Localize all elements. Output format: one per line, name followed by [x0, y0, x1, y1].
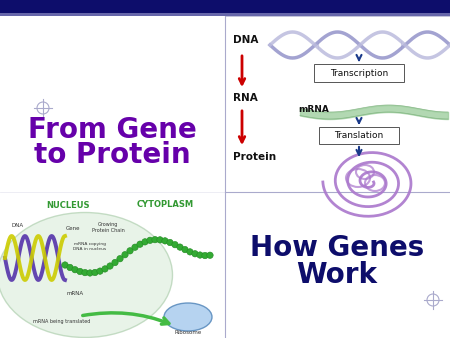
- Circle shape: [127, 248, 133, 254]
- Circle shape: [187, 249, 193, 255]
- Ellipse shape: [164, 303, 212, 331]
- Text: How Genes: How Genes: [250, 234, 424, 262]
- Text: mRNA: mRNA: [67, 291, 84, 296]
- Text: From Gene: From Gene: [27, 116, 196, 144]
- Circle shape: [157, 237, 163, 243]
- Circle shape: [97, 268, 103, 274]
- Text: CYTOPLASM: CYTOPLASM: [136, 200, 194, 209]
- Circle shape: [162, 238, 168, 244]
- Circle shape: [142, 239, 148, 245]
- Circle shape: [122, 251, 128, 258]
- Circle shape: [62, 262, 68, 268]
- Text: Protein: Protein: [233, 152, 276, 162]
- Circle shape: [107, 263, 113, 269]
- Text: Transcription: Transcription: [330, 69, 388, 77]
- FancyBboxPatch shape: [314, 64, 404, 82]
- Text: Translation: Translation: [334, 131, 383, 141]
- Text: RNA: RNA: [233, 93, 258, 103]
- Circle shape: [202, 252, 208, 259]
- FancyBboxPatch shape: [319, 127, 399, 144]
- Circle shape: [117, 256, 123, 262]
- Circle shape: [147, 237, 153, 243]
- Circle shape: [197, 252, 203, 258]
- Text: Work: Work: [297, 261, 378, 289]
- Text: DNA: DNA: [12, 223, 24, 228]
- Bar: [0, 0, 450, 13]
- Circle shape: [152, 237, 158, 243]
- Circle shape: [102, 266, 108, 272]
- Text: mRNA: mRNA: [298, 105, 329, 115]
- Circle shape: [207, 252, 213, 259]
- Ellipse shape: [0, 213, 172, 338]
- Text: Ribosome: Ribosome: [175, 330, 202, 335]
- Circle shape: [92, 269, 98, 276]
- Circle shape: [172, 241, 178, 248]
- Text: mRNA copying
DNA in nucleus: mRNA copying DNA in nucleus: [73, 242, 107, 251]
- Text: DNA: DNA: [233, 35, 258, 45]
- Circle shape: [167, 239, 173, 246]
- Circle shape: [82, 269, 88, 276]
- Text: NUCLEUS: NUCLEUS: [46, 201, 90, 210]
- Text: Gene: Gene: [66, 226, 80, 231]
- Circle shape: [182, 246, 188, 253]
- Circle shape: [132, 244, 138, 250]
- Circle shape: [192, 250, 198, 257]
- Circle shape: [72, 266, 78, 273]
- Text: Growing
Protein Chain: Growing Protein Chain: [92, 222, 124, 233]
- Circle shape: [177, 244, 183, 250]
- Circle shape: [77, 268, 83, 275]
- Text: mRNA being translated: mRNA being translated: [33, 319, 91, 324]
- Circle shape: [87, 270, 93, 276]
- Bar: [0, 13, 450, 16]
- Circle shape: [137, 241, 143, 247]
- Circle shape: [112, 259, 118, 266]
- Circle shape: [67, 264, 73, 271]
- Text: to Protein: to Protein: [34, 141, 190, 169]
